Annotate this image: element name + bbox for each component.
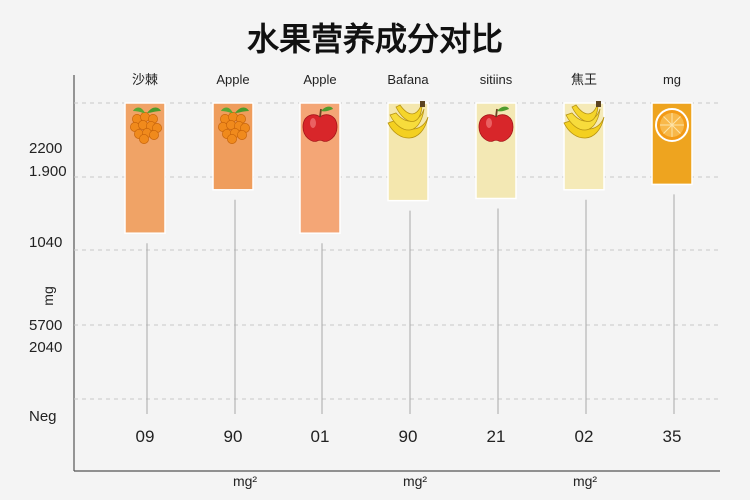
berry	[227, 134, 237, 144]
category-label: Apple	[216, 72, 249, 87]
apple-leaf	[321, 106, 333, 112]
apple-icon	[478, 106, 514, 142]
leaf	[221, 107, 233, 113]
y-tick-label: 2200	[29, 140, 62, 157]
bottom-value-label: 21	[487, 427, 506, 446]
category-label: sitiins	[480, 72, 513, 87]
y-tick-label: 2040	[29, 339, 62, 356]
orange-segment	[663, 124, 673, 134]
orange-segment	[663, 116, 673, 126]
banana-icon	[563, 101, 605, 139]
y-tick-label: 5700	[29, 317, 62, 334]
apple-body	[302, 114, 338, 142]
orange-segment	[671, 124, 681, 134]
berry	[237, 130, 247, 140]
y-tick-label: Neg	[29, 408, 57, 425]
bottom-value-label: 90	[224, 427, 243, 446]
bottom-value-label: 01	[311, 427, 330, 446]
x-axis-unit-label: mg²	[233, 473, 257, 489]
category-label: 焦王	[571, 72, 597, 87]
category-label: Bafana	[387, 72, 429, 87]
apple-leaf	[497, 106, 509, 112]
banana-stem	[596, 101, 601, 107]
bottom-value-label: 90	[399, 427, 418, 446]
chart-title: 水果营养成分对比	[246, 20, 503, 58]
berry	[149, 130, 159, 140]
leaf	[133, 107, 145, 113]
y-tick-label: 1040	[29, 234, 62, 251]
bottom-value-label: 35	[663, 427, 682, 446]
orange-segment	[671, 116, 681, 126]
apple-body	[478, 114, 514, 142]
category-label: Apple	[303, 72, 336, 87]
apple-shine	[486, 118, 492, 128]
banana	[389, 108, 425, 131]
x-axis-unit-label: mg²	[403, 473, 427, 489]
leaf	[147, 107, 161, 113]
apple-stem	[495, 108, 498, 118]
y-axis-label: mg	[40, 286, 56, 305]
apple-shine	[310, 118, 316, 128]
sea-buckthorn-icon	[218, 107, 250, 144]
banana-stem	[420, 101, 425, 107]
category-label: 沙棘	[132, 72, 158, 87]
banana-icon	[387, 101, 429, 139]
orange-icon	[655, 108, 689, 142]
apple-icon	[302, 106, 338, 142]
apple-stem	[319, 108, 322, 118]
bottom-value-label: 09	[136, 427, 155, 446]
bottom-value-label: 02	[575, 427, 594, 446]
x-axis-unit-label: mg²	[573, 473, 597, 489]
berry	[139, 134, 149, 144]
leaf	[235, 107, 249, 113]
y-tick-label: 1.900	[29, 163, 67, 180]
category-label: mg	[663, 72, 681, 87]
banana	[565, 108, 601, 131]
sea-buckthorn-icon	[130, 107, 162, 144]
